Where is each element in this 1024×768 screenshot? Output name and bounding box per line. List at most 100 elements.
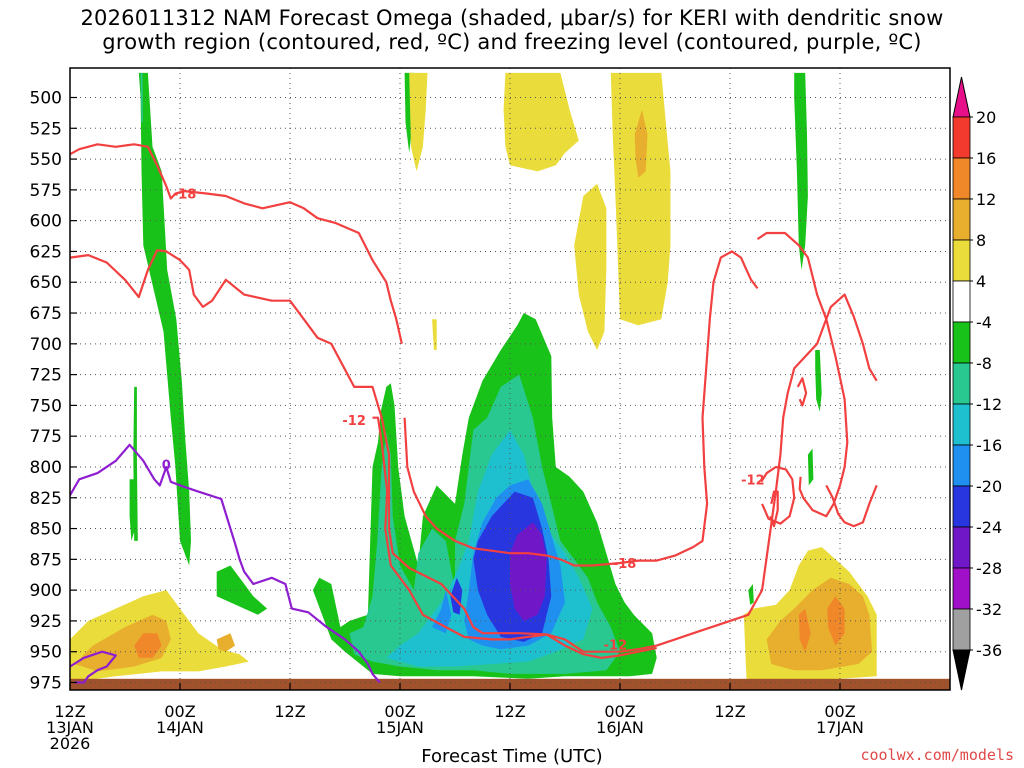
y-tick-label-700: 700 xyxy=(30,335,62,355)
x-tick-label-48-1: 12Z xyxy=(494,702,525,721)
y-tick-label-900: 900 xyxy=(30,581,62,601)
y-tick-label-725: 725 xyxy=(30,366,62,386)
y-tick-label-525: 525 xyxy=(30,119,62,139)
freezing-contour-0 xyxy=(70,443,381,684)
y-tick-label-975: 975 xyxy=(30,674,62,694)
colorbar-label-5: -4 xyxy=(976,313,992,332)
colorbar-bin-12 xyxy=(952,567,971,610)
chart-title: 2026011312 NAM Forecast Omega (shaded, μ… xyxy=(0,6,1024,54)
omega-region-28 xyxy=(766,577,873,671)
colorbar-label-8: -16 xyxy=(976,436,1002,455)
colorbar-label-6: -8 xyxy=(976,354,992,373)
x-tick-label-0-1: 12Z xyxy=(54,702,85,721)
contour-label-3: -12 xyxy=(604,638,628,653)
x-tick-label-84-1: 00Z xyxy=(824,702,855,721)
colorbar-label-13: -36 xyxy=(976,641,1002,660)
omega-region-22 xyxy=(503,72,579,172)
x-tick-label-0-3: 2026 xyxy=(50,734,91,753)
dgz-contour-7 xyxy=(796,377,808,407)
dgz-contour-0 xyxy=(70,143,403,345)
colorbar-bin-1 xyxy=(952,116,971,159)
contour-label-4: -12 xyxy=(741,473,765,488)
x-axis-title: Forecast Time (UTC) xyxy=(421,746,603,767)
omega-region-13 xyxy=(510,522,547,621)
contour-labels: -18 -12 -18 -12 -12 0 xyxy=(162,188,765,654)
colorbar-bin-4 xyxy=(952,239,971,282)
y-tick-label-625: 625 xyxy=(30,242,62,262)
omega-region-25 xyxy=(610,72,671,326)
omega-region-23 xyxy=(432,319,437,350)
x-tick-label-12-2: 14JAN xyxy=(156,718,204,737)
contour-label-1: -12 xyxy=(342,414,366,429)
dgz-contour-6 xyxy=(769,490,779,528)
y-tick-label-850: 850 xyxy=(30,520,62,540)
x-tick-label-36-2: 15JAN xyxy=(376,718,424,737)
y-tick-label-575: 575 xyxy=(30,181,62,201)
y-tick-label-825: 825 xyxy=(30,489,62,509)
y-tick-label-875: 875 xyxy=(30,550,62,570)
omega-region-26 xyxy=(634,109,648,178)
dgz-contours xyxy=(70,143,878,659)
chart-title-line1: 2026011312 NAM Forecast Omega (shaded, μ… xyxy=(80,6,944,30)
colorbar-bin-10 xyxy=(952,485,971,528)
credit-text[interactable]: coolwx.com/models xyxy=(860,746,1014,764)
x-tick-label-84-2: 17JAN xyxy=(816,718,864,737)
omega-region-14 xyxy=(748,584,754,605)
freezing-level-contours xyxy=(70,443,381,684)
y-tick-label-750: 750 xyxy=(30,396,62,416)
y-tick-label-800: 800 xyxy=(30,458,62,478)
x-tick-label-60-2: 16JAN xyxy=(596,718,644,737)
gridlines xyxy=(69,68,950,690)
colorbar-label-10: -24 xyxy=(976,518,1002,537)
omega-region-15 xyxy=(794,72,808,270)
colorbar-label-0: 20 xyxy=(976,108,996,127)
colorbar-label-1: 16 xyxy=(976,149,996,168)
x-tick-label-60-1: 00Z xyxy=(604,702,635,721)
x-tick-label-72-1: 12Z xyxy=(714,702,745,721)
omega-region-1 xyxy=(140,72,143,123)
colorbar-label-9: -20 xyxy=(976,477,1002,496)
colorbar-bin-11 xyxy=(952,526,971,569)
chart-title-line2: growth region (contoured, red, ºC) and f… xyxy=(102,30,922,54)
colorbar-bin-7 xyxy=(952,362,971,405)
omega-region-0 xyxy=(138,72,191,566)
y-tick-label-500: 500 xyxy=(30,89,62,109)
contour-label-0: -18 xyxy=(173,188,197,203)
y-tick-label-775: 775 xyxy=(30,427,62,447)
omega-region-24 xyxy=(574,183,607,350)
omega-region-3 xyxy=(129,479,136,541)
y-tick-label-675: 675 xyxy=(30,304,62,324)
omega-region-20 xyxy=(134,633,162,658)
omega-region-31 xyxy=(216,633,235,652)
y-axis: 500 525 550 575 600 625 650 675 700 725 750 775 800 8… xyxy=(30,89,77,694)
dgz-contour-4 xyxy=(756,231,849,518)
y-tick-label-650: 650 xyxy=(30,273,62,293)
freezing-contour-1 xyxy=(70,650,117,684)
y-tick-label-550: 550 xyxy=(30,150,62,170)
dgz-contour-1 xyxy=(70,249,878,653)
dgz-contour-2 xyxy=(372,416,657,659)
colorbar-bin-6 xyxy=(952,321,971,364)
omega-region-16 xyxy=(815,350,822,412)
colorbar-label-12: -32 xyxy=(976,600,1002,619)
colorbar-label-11: -28 xyxy=(976,559,1002,578)
omega-region-4 xyxy=(216,565,268,615)
dgz-contour-3 xyxy=(403,250,759,567)
colorbar-bin-3 xyxy=(952,198,971,241)
colorbar-bin-8 xyxy=(952,403,971,446)
y-tick-label-950: 950 xyxy=(30,643,62,663)
x-tick-label-0-2: 13JAN xyxy=(46,718,94,737)
x-tick-label-36-1: 00Z xyxy=(384,702,415,721)
y-tick-label-925: 925 xyxy=(30,612,62,632)
x-tick-label-12-1: 00Z xyxy=(164,702,195,721)
colorbar-bin-2 xyxy=(952,157,971,200)
colorbar-label-3: 8 xyxy=(976,231,986,250)
colorbar-bin-13 xyxy=(952,608,971,651)
colorbar-top-triangle xyxy=(952,76,971,118)
contour-label-2: -18 xyxy=(613,557,637,572)
omega-region-29 xyxy=(798,608,811,652)
colorbar: 20 16 12 8 4 -4 -8 -12 -16 -20 -24 -28 -32 -36 xyxy=(952,76,1002,691)
colorbar-label-4: 4 xyxy=(976,272,986,291)
